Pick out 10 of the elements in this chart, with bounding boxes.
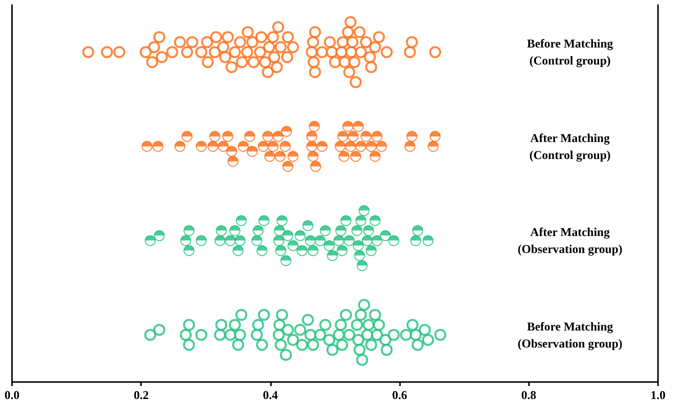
- x-tick-label: 0.8: [521, 388, 536, 402]
- x-tick-label: 0.0: [4, 388, 20, 402]
- x-tick-label: 0.4: [262, 388, 278, 402]
- x-tick-label: 0.2: [134, 388, 149, 402]
- y-tick-label: After Matching (Control group): [529, 130, 611, 162]
- y-tick-label: Before Matching (Observation group): [518, 319, 622, 350]
- x-tick-label: 1.0: [650, 388, 666, 402]
- y-tick-label: Before Matching (Control group): [526, 36, 614, 68]
- x-tick-label: 0.6: [392, 388, 408, 402]
- y-tick-label: After Matching (Observation group): [518, 225, 622, 256]
